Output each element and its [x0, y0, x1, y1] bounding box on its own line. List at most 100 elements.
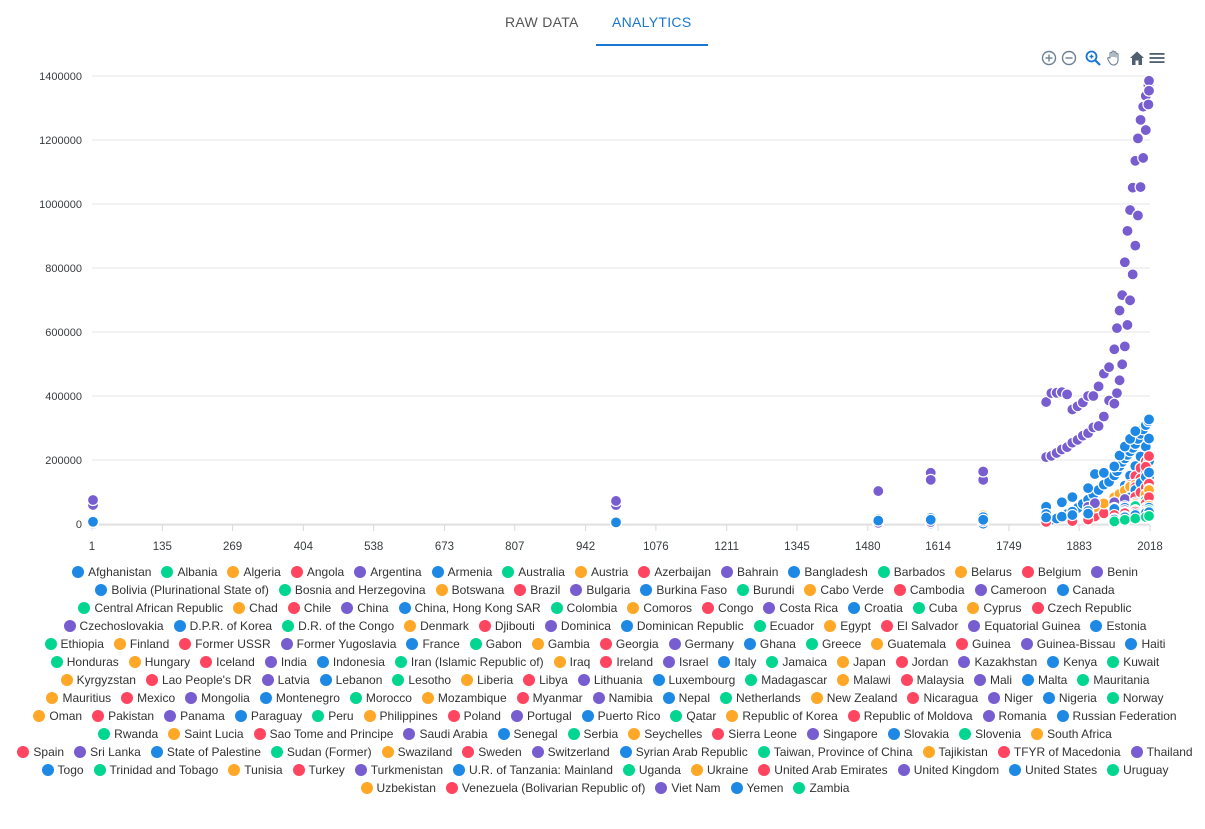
home-icon[interactable] [1128, 49, 1146, 67]
legend-item[interactable]: Trinidad and Tobago [93, 763, 218, 777]
data-point[interactable] [1110, 387, 1124, 400]
legend-item[interactable]: Japan [837, 655, 886, 669]
legend-item[interactable]: Iran (Islamic Republic of) [394, 655, 544, 669]
legend-item[interactable]: Botswana [435, 583, 504, 597]
legend-item[interactable]: Central African Republic [78, 601, 223, 615]
legend-item[interactable]: Philippines [363, 709, 438, 723]
data-point[interactable] [1123, 294, 1137, 307]
legend-item[interactable]: Morocco [349, 691, 412, 705]
legend-item[interactable]: Burundi [737, 583, 794, 597]
pan-hand-icon[interactable] [1105, 49, 1123, 67]
legend-item[interactable]: Taiwan, Province of China [757, 745, 913, 759]
legend-item[interactable]: Brazil [514, 583, 560, 597]
legend-item[interactable]: Luxembourg [652, 673, 735, 687]
data-point[interactable] [1092, 419, 1105, 433]
legend-item[interactable]: Uruguay [1107, 763, 1168, 777]
data-point[interactable] [1108, 460, 1121, 473]
legend-item[interactable]: Sri Lanka [74, 745, 141, 759]
legend-item[interactable]: Ethiopia [44, 637, 104, 651]
legend-item[interactable]: Malawi [837, 673, 891, 687]
legend-item[interactable]: Kenya [1047, 655, 1097, 669]
legend-item[interactable]: Myanmar [516, 691, 583, 705]
legend-item[interactable]: Yemen [730, 781, 783, 795]
legend-item[interactable]: Cambodia [893, 583, 965, 597]
legend-item[interactable]: Lao People's DR [145, 673, 252, 687]
legend-item[interactable]: Barbados [877, 565, 945, 579]
legend-item[interactable]: Congo [702, 601, 753, 615]
data-point[interactable] [86, 515, 100, 528]
legend-item[interactable]: Lithuania [577, 673, 643, 687]
legend-item[interactable]: Nepal [662, 691, 710, 705]
legend-item[interactable]: Guatemala [871, 637, 946, 651]
legend-item[interactable]: Latvia [261, 673, 310, 687]
legend-item[interactable]: Belarus [955, 565, 1012, 579]
data-point[interactable] [924, 473, 937, 486]
data-point[interactable] [1040, 511, 1053, 524]
legend-item[interactable]: State of Palestine [150, 745, 261, 759]
tab-raw-data[interactable]: RAW DATA [505, 14, 579, 30]
legend-item[interactable]: Norway [1106, 691, 1164, 705]
legend-item[interactable]: Equatorial Guinea [968, 619, 1080, 633]
legend-item[interactable]: Poland [447, 709, 501, 723]
legend-item[interactable]: Former Yugoslavia [280, 637, 396, 651]
legend-item[interactable]: Uganda [622, 763, 681, 777]
legend-item[interactable]: Republic of Korea [726, 709, 838, 723]
legend-item[interactable]: Former USSR [179, 637, 271, 651]
legend-item[interactable]: Nicaragua [907, 691, 978, 705]
data-point[interactable] [609, 494, 623, 508]
legend-item[interactable]: Iraq [553, 655, 590, 669]
legend-item[interactable]: Austria [574, 565, 628, 579]
legend-item[interactable]: D.P.R. of Korea [173, 619, 272, 633]
legend-item[interactable]: France [406, 637, 460, 651]
legend-item[interactable]: Costa Rica [763, 601, 838, 615]
legend-item[interactable]: Comoros [627, 601, 692, 615]
data-point[interactable] [1121, 318, 1134, 332]
data-point[interactable] [86, 493, 100, 507]
legend-item[interactable]: Montenegro [259, 691, 340, 705]
legend-item[interactable]: Bolivia (Plurinational State of) [95, 583, 269, 597]
legend-item[interactable]: Romania [982, 709, 1047, 723]
legend-item[interactable]: Thailand [1130, 745, 1193, 759]
data-point[interactable] [1142, 432, 1156, 445]
data-point[interactable] [1108, 515, 1121, 528]
zoom-in-icon[interactable] [1040, 49, 1058, 67]
legend-item[interactable]: Cameroon [974, 583, 1047, 597]
legend-item[interactable]: Swaziland [381, 745, 452, 759]
legend-item[interactable]: United Kingdom [897, 763, 999, 777]
data-point[interactable] [1108, 343, 1121, 356]
data-point[interactable] [1061, 388, 1074, 401]
legend-item[interactable]: Sudan (Former) [270, 745, 372, 759]
legend-item[interactable]: Australia [502, 565, 565, 579]
legend-item[interactable]: D.R. of the Congo [282, 619, 394, 633]
data-point[interactable] [1113, 449, 1126, 462]
legend-item[interactable]: Mali [974, 673, 1012, 687]
data-point[interactable] [1126, 268, 1139, 281]
legend-item[interactable]: Serbia [567, 727, 618, 741]
legend-item[interactable]: Georgia [599, 637, 659, 651]
legend-item[interactable]: Estonia [1090, 619, 1146, 633]
data-point[interactable] [1082, 507, 1095, 520]
legend-item[interactable]: U.R. of Tanzania: Mainland [453, 763, 613, 777]
data-point[interactable] [1118, 513, 1131, 526]
legend-item[interactable]: Niger [988, 691, 1033, 705]
legend-item[interactable]: Guinea [956, 637, 1011, 651]
legend-item[interactable]: Algeria [227, 565, 281, 579]
data-point[interactable] [1129, 239, 1142, 252]
legend-item[interactable]: Lebanon [319, 673, 382, 687]
legend-item[interactable]: Haiti [1125, 637, 1165, 651]
legend-item[interactable]: Netherlands [720, 691, 801, 705]
legend-item[interactable]: Angola [290, 565, 344, 579]
data-point[interactable] [1137, 151, 1150, 165]
data-point[interactable] [977, 465, 990, 478]
legend-item[interactable]: Viet Nam [655, 781, 721, 795]
legend-item[interactable]: South Africa [1031, 727, 1112, 741]
legend-item[interactable]: Togo [41, 763, 84, 777]
legend-item[interactable]: Oman [33, 709, 82, 723]
legend-item[interactable]: Benin [1091, 565, 1138, 579]
legend-item[interactable]: Chad [233, 601, 278, 615]
legend-item[interactable]: Finland [113, 637, 169, 651]
legend-item[interactable]: Puerto Rico [581, 709, 660, 723]
data-point[interactable] [1118, 256, 1131, 269]
legend-item[interactable]: Iceland [200, 655, 255, 669]
legend-item[interactable]: Ecuador [753, 619, 814, 633]
